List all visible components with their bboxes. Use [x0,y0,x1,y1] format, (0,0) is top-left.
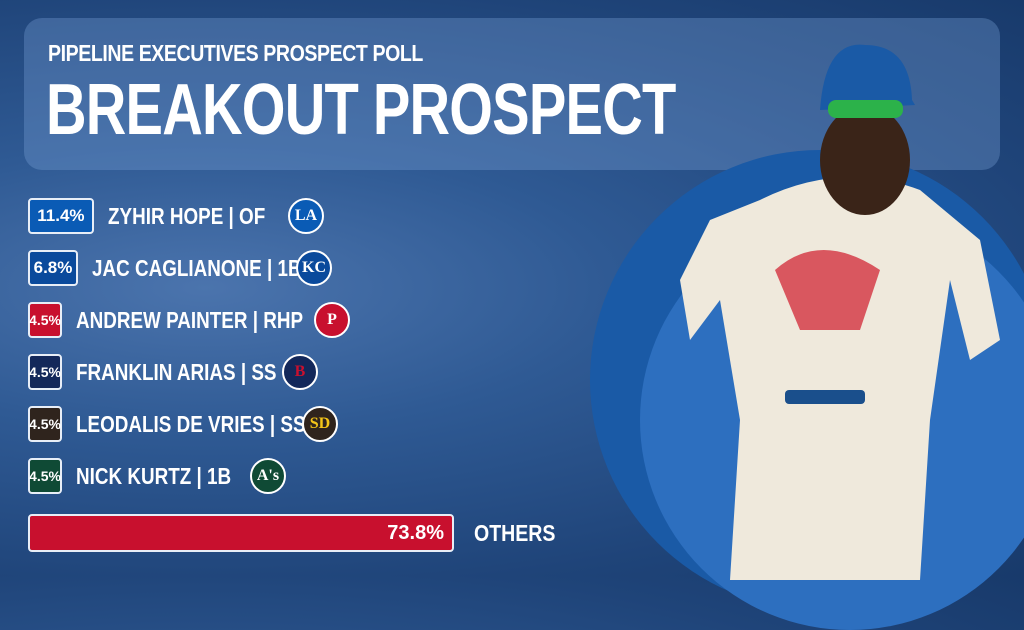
prospect-name: JAC CAGLIANONE | 1B [92,254,302,281]
dodgers-logo-icon: LA [288,198,324,234]
prospect-row: 4.5% ANDREW PAINTER | RHP [28,302,353,338]
value-bar: 4.5% [28,406,62,442]
phillies-logo-icon: P [314,302,350,338]
prospect-row: 6.8% JAC CAGLIANONE | 1B [28,250,348,286]
others-bar: 73.8% [28,514,454,552]
value-bar: 6.8% [28,250,78,286]
prospect-name: ZYHIR HOPE | OF [107,202,266,229]
kicker-rest: EXECUTIVES PROSPECT POLL [138,40,424,66]
kicker-bold: PIPELINE [48,40,134,66]
value-bar: 11.4% [28,198,94,234]
padres-logo-icon: SD [302,406,338,442]
others-label: OTHERS [474,520,556,546]
others-value: 73.8% [387,521,444,544]
player-photo [680,44,1000,580]
prospect-name: FRANKLIN ARIAS | SS [76,358,277,385]
prospect-name: NICK KURTZ | 1B [76,462,232,489]
prospect-name: LEODALIS DE VRIES | SS [76,410,306,437]
red-sox-logo-icon: B [282,354,318,390]
value-bar: 4.5% [28,302,62,338]
value-bar: 4.5% [28,354,62,390]
prospect-row: 4.5% FRANKLIN ARIAS | SS [28,354,321,390]
athletics-logo-icon: A's [250,458,286,494]
prospect-row: 4.5% NICK KURTZ | 1B [28,458,265,494]
prospect-row: 11.4% ZYHIR HOPE | OF [28,198,300,234]
royals-logo-icon: KC [296,250,332,286]
value-bar: 4.5% [28,458,62,494]
kicker: PIPELINE EXECUTIVES PROSPECT POLL [48,40,423,67]
prospect-name: ANDREW PAINTER | RHP [76,306,304,333]
page-title: BREAKOUT PROSPECT [46,70,676,150]
prospect-row: 4.5% LEODALIS DE VRIES | SS [28,406,356,442]
